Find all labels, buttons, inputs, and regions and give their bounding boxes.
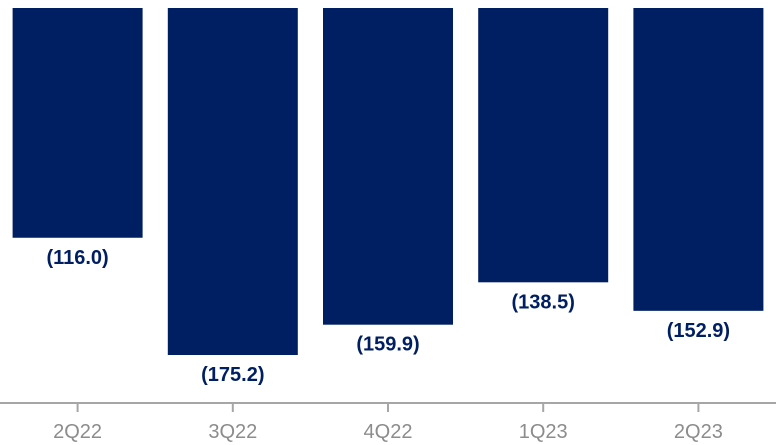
value-label-2q23: (152.9) — [667, 320, 730, 342]
x-tick-labels-layer: 2Q22 3Q22 4Q22 1Q23 2Q23 — [53, 421, 723, 443]
bar-3q22 — [167, 8, 298, 355]
bar-1q23 — [478, 8, 609, 283]
value-labels-layer: (116.0) (175.2) (159.9) (138.5) (152.9) — [46, 247, 730, 386]
x-ticks-layer — [76, 403, 700, 412]
x-tick-label-2q23: 2Q23 — [674, 421, 723, 443]
x-tick-label-1q23: 1Q23 — [519, 421, 568, 443]
bars-layer — [12, 8, 764, 355]
value-label-1q23: (138.5) — [512, 291, 575, 313]
x-tick-label-2q22: 2Q22 — [53, 421, 102, 443]
value-label-3q22: (175.2) — [201, 364, 264, 386]
x-tick-label-4q22: 4Q22 — [364, 421, 413, 443]
bar-2q23 — [633, 8, 764, 311]
value-label-2q22: (116.0) — [46, 247, 108, 269]
bar-2q22 — [12, 8, 143, 238]
value-label-4q22: (159.9) — [356, 334, 419, 356]
bar-4q22 — [323, 8, 453, 325]
x-tick-label-3q22: 3Q22 — [208, 421, 257, 443]
